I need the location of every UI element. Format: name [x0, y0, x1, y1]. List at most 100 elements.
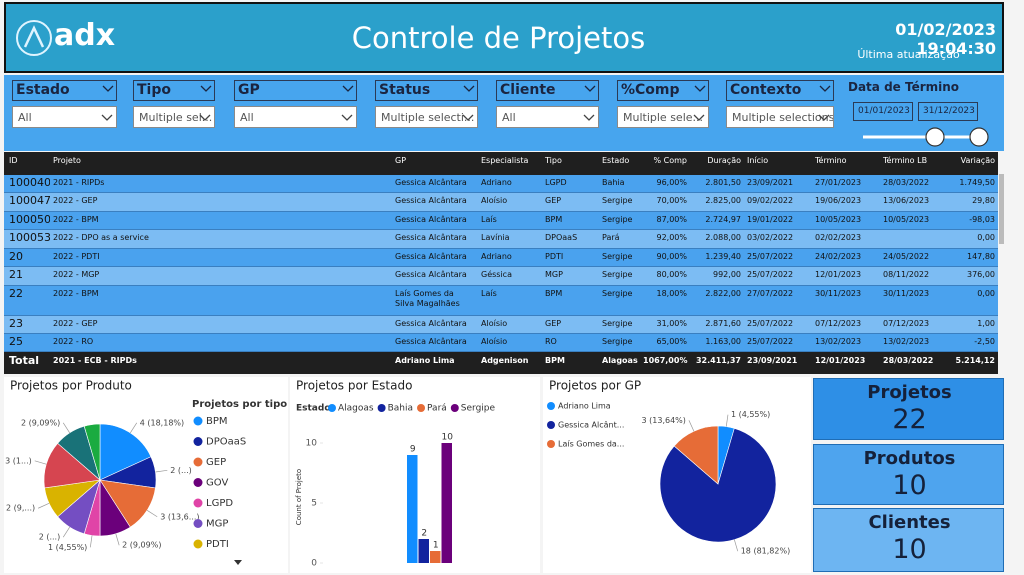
- date-slider: [863, 127, 989, 147]
- column-header: GP: [395, 156, 407, 165]
- total-cell: 23/09/2021: [747, 356, 798, 365]
- column-header: Início: [747, 156, 769, 165]
- data-label: 4 (18,18%): [140, 418, 184, 427]
- y-tick-label: 0: [311, 559, 317, 569]
- filter-dropdown[interactable]: Multiple sele...: [617, 106, 709, 128]
- table-row: [4, 267, 998, 286]
- table-cell: GEP: [545, 196, 562, 205]
- data-label: 1 (4,55%): [731, 410, 770, 419]
- filter-label: Estado: [12, 80, 117, 101]
- header: adx Controle de Projetos 01/02/2023 19:04:…: [4, 2, 1004, 73]
- table-cell: MGP: [545, 270, 563, 279]
- legend-marker: [193, 416, 203, 426]
- table-cell: 22: [9, 287, 23, 300]
- filter-dropdown[interactable]: All: [234, 106, 357, 128]
- table-cell: 07/12/2023: [815, 319, 862, 328]
- data-label: 2 (9,09%): [122, 541, 161, 550]
- table-row: [4, 175, 998, 193]
- legend-marker: [193, 457, 203, 467]
- table-cell: Gessica Alcântara: [395, 270, 467, 279]
- table-cell: 2022 - GEP: [53, 196, 98, 205]
- chevron: [819, 85, 831, 92]
- table-cell: Gessica Alcântara: [395, 319, 467, 328]
- table-cell: 24/05/2022: [883, 252, 930, 261]
- legend-label: Sergipe: [461, 404, 496, 414]
- column-header: Projeto: [53, 156, 81, 165]
- table-cell: 70,00%: [656, 196, 687, 205]
- legend-label: Pará: [427, 404, 447, 414]
- table-cell: 13/06/2023: [883, 196, 930, 205]
- filter-dropdown[interactable]: Multiple selections: [726, 106, 834, 128]
- leader-line: [115, 533, 120, 546]
- table-row: [4, 212, 998, 230]
- chart-title: Projetos por Estado: [296, 379, 412, 393]
- table-cell: 09/02/2022: [747, 196, 794, 205]
- table-cell: 1.163,00: [705, 337, 741, 346]
- pie-slice: [659, 427, 777, 543]
- column-header: Especialista: [481, 156, 529, 165]
- table-cell: 2022 - BPM: [53, 289, 99, 298]
- filter-label: Status: [375, 80, 478, 101]
- legend-marker: [193, 437, 203, 446]
- legend-marker: [417, 404, 426, 412]
- date-label: Data de Término: [848, 80, 960, 94]
- legend-marker: [193, 539, 203, 549]
- slider-handle: [925, 127, 945, 147]
- legend-label: GEP: [206, 457, 226, 468]
- total-cell: 5.214,12: [955, 356, 995, 365]
- table-cell: 30/11/2023: [883, 289, 930, 298]
- chevron-line: [583, 114, 595, 121]
- table-cell: Sergipe: [602, 270, 633, 279]
- table-cell: 2.825,00: [705, 196, 741, 205]
- table-cell: Sergipe: [602, 215, 633, 224]
- date-end[interactable]: 31/12/2023: [918, 102, 978, 121]
- table-cell: 12/01/2023: [815, 270, 862, 279]
- table-cell: 18,00%: [656, 289, 687, 298]
- table-cell: 2022 - PDTI: [53, 252, 100, 261]
- data-label: 18 (81,82%): [741, 547, 790, 556]
- bar: [430, 551, 441, 563]
- table-cell: 100053: [9, 231, 50, 244]
- table-row: [4, 249, 998, 267]
- filter-label: Contexto: [726, 80, 834, 101]
- table-cell: 100040: [9, 176, 50, 189]
- table-row: [4, 230, 998, 249]
- data-label: 1 (4,55%): [48, 543, 87, 552]
- chevron: [584, 85, 596, 92]
- table-cell: 2021 - RIPDs: [53, 178, 105, 187]
- kpi-label: Produtos: [863, 448, 956, 469]
- data-label: 2 (...): [39, 533, 61, 542]
- chart: Projetos por GP 1 (4,55%) 18 (81,82%) 3 (13…: [547, 379, 790, 556]
- chart-title: Projetos por Produto: [10, 379, 132, 393]
- filter-dropdown[interactable]: All: [12, 106, 117, 128]
- logo-ring: [16, 20, 52, 56]
- table-cell: 2022 - DPO as a service: [53, 233, 149, 242]
- chart: Projetos por Estado Estado Alagoas Bahia Par…: [295, 379, 496, 569]
- table-cell: 1,00: [977, 319, 995, 328]
- table-cell: 23/09/2021: [747, 178, 794, 187]
- total-cell: 12/01/2023: [815, 356, 866, 365]
- table-row: [4, 193, 998, 212]
- scrollbar: [999, 174, 1004, 244]
- table-cell: Gessica Alcântara: [395, 196, 467, 205]
- legend-title: Estado: [296, 404, 331, 414]
- table-cell: Laís Gomes da Silva Magalhães: [395, 289, 460, 308]
- table-cell: 0,00: [977, 233, 995, 242]
- kpi-label: Clientes: [868, 512, 951, 533]
- table-cell: Gessica Alcântara: [395, 178, 467, 187]
- logo-mark: [23, 25, 45, 48]
- table-cell: 23: [9, 317, 23, 330]
- legend-marker: [328, 404, 336, 412]
- pie-slice: [673, 425, 719, 485]
- table-cell: 90,00%: [656, 252, 687, 261]
- legend-label: MGP: [206, 519, 228, 530]
- chevron-line: [693, 114, 705, 121]
- legend-label: PDTI: [206, 539, 229, 550]
- filter-dropdown[interactable]: Multiple selecti...: [375, 106, 478, 128]
- table-cell: GEP: [545, 319, 562, 328]
- filter-dropdown[interactable]: Multiple sel...: [133, 106, 215, 128]
- date-start[interactable]: 01/01/2023: [853, 102, 913, 121]
- filter-dropdown[interactable]: All: [496, 106, 599, 128]
- kpi-value: 10: [892, 534, 927, 565]
